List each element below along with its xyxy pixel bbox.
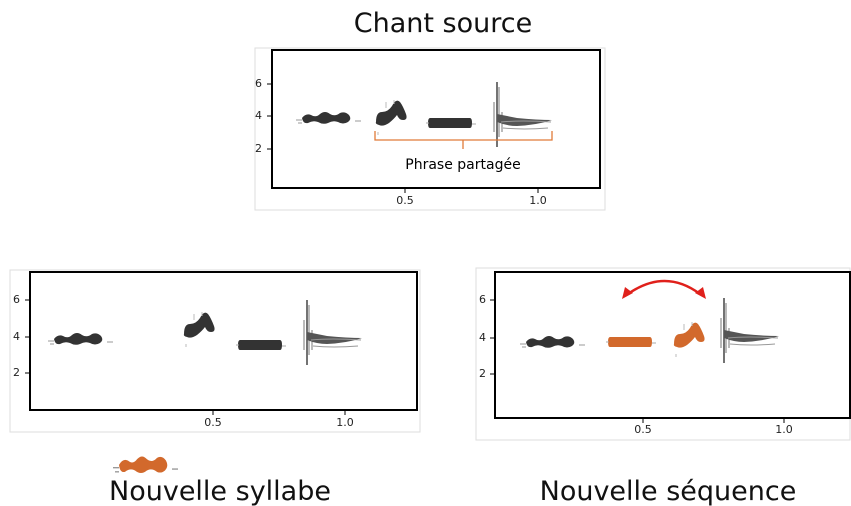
ticks — [25, 299, 346, 415]
ticks — [490, 299, 785, 423]
x-tick-label: 1.0 — [336, 416, 354, 429]
y-tick-label: 2 — [13, 366, 20, 379]
x-tick-label: 0.5 — [204, 416, 222, 429]
y-tick-label: 6 — [255, 77, 262, 90]
x-tick-label: 1.0 — [529, 194, 547, 207]
panel-caption: Nouvelle syllabe — [109, 476, 331, 506]
panel-border — [9, 269, 421, 433]
y-tick-label: 2 — [255, 142, 262, 155]
phrase-bracket — [374, 131, 553, 149]
y-tick-label: 4 — [479, 331, 486, 344]
y-ticks — [267, 83, 539, 193]
y-tick-label: 6 — [479, 293, 486, 306]
x-tick-label: 0.5 — [396, 194, 414, 207]
panel-caption: Nouvelle séquence — [540, 476, 797, 506]
y-tick-label: 4 — [13, 330, 20, 343]
swap-arrow — [627, 279, 701, 296]
y-tick-label: 4 — [255, 109, 262, 122]
panel-title: Chant source — [354, 8, 532, 39]
annotation: Phrase partagée — [405, 157, 520, 173]
panel-border — [254, 47, 606, 211]
x-tick-label: 1.0 — [775, 423, 793, 436]
y-tick-label: 6 — [13, 293, 20, 306]
x-tick-label: 0.5 — [634, 423, 652, 436]
y-tick-label: 2 — [479, 367, 486, 380]
